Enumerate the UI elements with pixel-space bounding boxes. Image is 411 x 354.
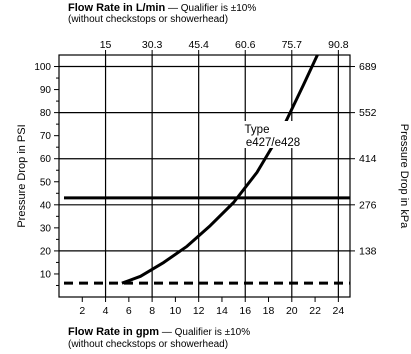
y-left-tick-label: 80 bbox=[40, 108, 52, 119]
y-left-tick-label: 20 bbox=[40, 246, 52, 257]
x-bottom-tick-label: 18 bbox=[263, 305, 275, 317]
y-right-tick-label: 552 bbox=[359, 107, 377, 119]
x-top-tick-label: 45.4 bbox=[188, 39, 209, 51]
bottom-axis-subnote: (without checkstops or showerhead) bbox=[68, 339, 229, 350]
x-bottom-tick-label: 4 bbox=[103, 305, 109, 317]
x-bottom-tick-label: 24 bbox=[333, 305, 345, 317]
top-axis-subnote: (without checkstops or showerhead) bbox=[68, 14, 229, 25]
x-top-tick-label: 90.8 bbox=[328, 39, 349, 51]
series-label-line1: Type bbox=[245, 124, 270, 136]
x-bottom-tick-label: 6 bbox=[126, 305, 132, 317]
y-right-axis-title: Pressure Drop in kPa bbox=[398, 124, 410, 229]
y-left-axis-title: Pressure Drop in PSI bbox=[16, 124, 28, 227]
y-left-tick-label: 100 bbox=[34, 62, 51, 73]
y-right-tick-label: 689 bbox=[359, 61, 377, 73]
bottom-axis-qualifier: — Qualifier is ±10% bbox=[159, 327, 251, 338]
x-top-tick-label: 75.7 bbox=[282, 39, 303, 51]
y-right-tick-label: 138 bbox=[359, 245, 377, 257]
x-top-tick-label: 30.3 bbox=[142, 39, 163, 51]
bottom-axis-note: Flow Rate in gpm — Qualifier is ±10% bbox=[68, 326, 250, 338]
x-bottom-tick-label: 10 bbox=[170, 305, 182, 317]
y-left-tick-label: 40 bbox=[40, 200, 52, 211]
y-left-tick-label: 30 bbox=[40, 223, 52, 234]
top-axis-title: Flow Rate in L/min bbox=[68, 2, 166, 14]
x-bottom-tick-label: 14 bbox=[216, 305, 228, 317]
y-left-tick-label: 90 bbox=[40, 85, 52, 96]
y-left-tick-label: 70 bbox=[40, 131, 52, 142]
series-label-line2: e427/e428 bbox=[246, 137, 300, 149]
x-bottom-tick-label: 2 bbox=[79, 305, 85, 317]
y-left-tick-label: 10 bbox=[40, 269, 52, 280]
y-left-tick-label: 60 bbox=[40, 154, 52, 165]
y-right-tick-label: 276 bbox=[359, 199, 377, 211]
x-bottom-tick-label: 20 bbox=[286, 305, 298, 317]
bottom-axis-title: Flow Rate in gpm bbox=[68, 326, 160, 338]
x-bottom-tick-label: 12 bbox=[193, 305, 205, 317]
series-label-background bbox=[240, 121, 304, 148]
y-left-tick-label: 50 bbox=[40, 177, 52, 188]
top-axis-note: Flow Rate in L/min — Qualifier is ±10% bbox=[68, 2, 256, 14]
x-top-tick-label: 15 bbox=[100, 39, 112, 51]
y-right-tick-label: 414 bbox=[359, 153, 377, 165]
plot-frame bbox=[58, 54, 351, 298]
x-bottom-tick-label: 8 bbox=[149, 305, 155, 317]
x-top-tick-label: 60.6 bbox=[235, 39, 256, 51]
top-axis-qualifier: — Qualifier is ±10% bbox=[165, 3, 257, 14]
series-curve bbox=[121, 55, 319, 285]
x-bottom-tick-label: 16 bbox=[239, 305, 251, 317]
x-bottom-tick-label: 22 bbox=[309, 305, 321, 317]
